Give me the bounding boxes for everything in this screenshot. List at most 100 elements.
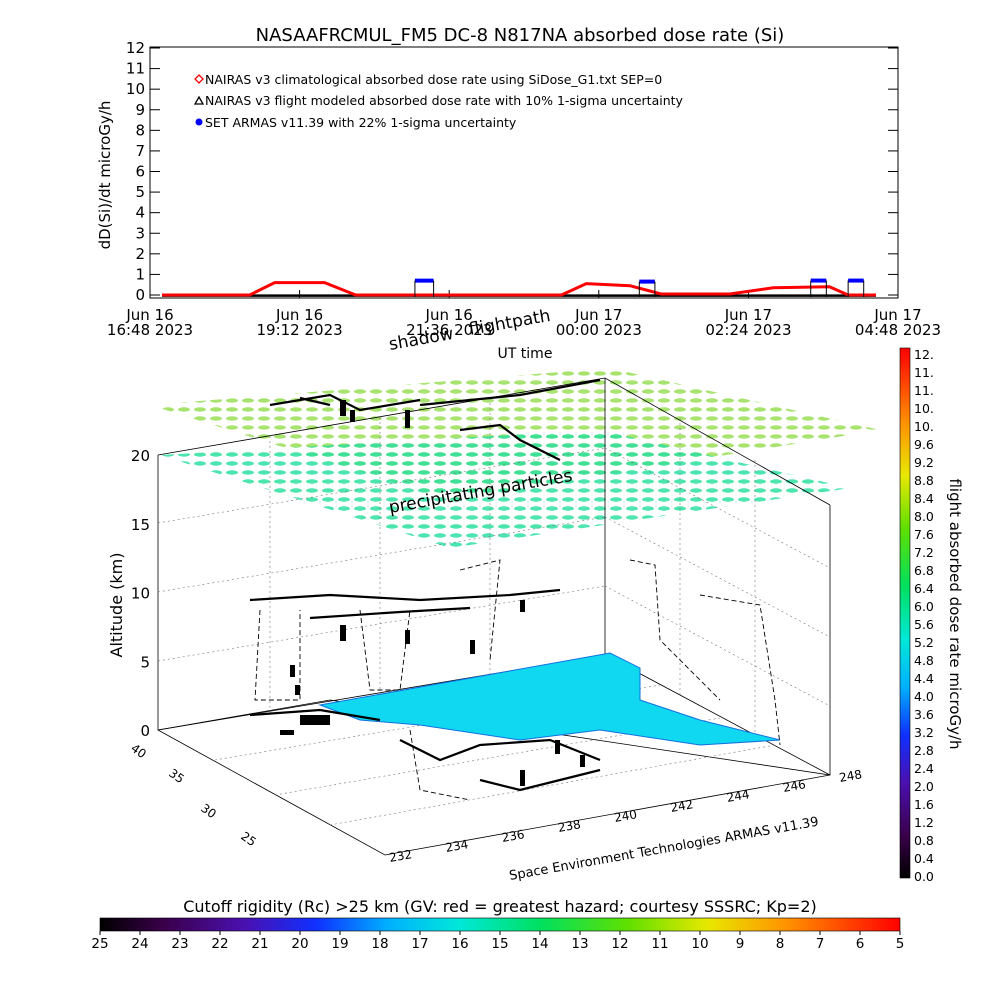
dose-colorbar-tick: 8.8 xyxy=(914,473,934,488)
dose-colorbar-tick: 2.8 xyxy=(914,743,934,758)
dose-colorbar-tick: 0.0 xyxy=(914,869,934,884)
dose-colorbar-tick: 7.6 xyxy=(914,527,934,542)
x-tick-label-date: Jun 16 xyxy=(425,306,473,324)
rigidity-tick-label: 12 xyxy=(611,936,628,952)
rigidity-tick-label: 9 xyxy=(736,936,745,952)
dose-colorbar-tick: 2.0 xyxy=(914,779,934,794)
x-tick-label-date: Jun 17 xyxy=(724,306,772,324)
rigidity-tick-label: 18 xyxy=(371,936,388,952)
y-tick-label: 8 xyxy=(135,121,145,139)
y-axis-label: dD(Si)/dt microGy/h xyxy=(96,101,114,250)
rigidity-tick-label: 21 xyxy=(251,936,268,952)
z-tick-label: 0 xyxy=(140,722,150,740)
dose-colorbar-tick: 10. xyxy=(914,401,934,416)
dose-colorbar-tick: 9.2 xyxy=(914,455,934,470)
rigidity-tick-label: 24 xyxy=(131,936,148,952)
rigidity-tick-label: 22 xyxy=(211,936,228,952)
longitude-tick-label: 244 xyxy=(726,787,751,805)
flight-path-lines xyxy=(249,378,601,792)
longitude-tick-label: 246 xyxy=(782,777,807,795)
dose-colorbar-tick: 4.4 xyxy=(914,671,934,686)
x-tick-label-date: Jun 16 xyxy=(125,306,173,324)
chart-title: NASAAFRCMUL_FM5 DC-8 N817NA absorbed dos… xyxy=(256,25,785,46)
latitude-tick-label: 30 xyxy=(198,801,219,821)
y-tick-label: 4 xyxy=(135,204,145,222)
y-tick-label: 12 xyxy=(126,39,145,57)
dose-colorbar-tick: 3.6 xyxy=(914,707,934,722)
dose-colorbar-ticks: 0.0 0.4 0.8 1.2 1.6 2.0 2.4 2.8 3.2 3.6 4.0 4.4 4.8 5… xyxy=(914,347,934,884)
triangle-marker-icon xyxy=(193,95,205,105)
legend-entry-nairas-climatological: NAIRAS v3 climatological absorbed dose r… xyxy=(194,72,662,87)
dose-colorbar-tick: 9.6 xyxy=(914,437,934,452)
x-tick-label-date: Jun 17 xyxy=(574,306,622,324)
series-layer xyxy=(162,278,876,297)
rigidity-tick-label: 5 xyxy=(896,936,905,952)
annotation-flightpath: flightpath xyxy=(467,306,552,340)
rigidity-colorbar xyxy=(99,917,901,932)
dose-colorbar-tick: 12. xyxy=(914,347,934,362)
dose-colorbar-tick: 0.8 xyxy=(914,833,934,848)
annotation-shadow: shadow xyxy=(387,324,455,355)
dose-colorbar-tick: 7.2 xyxy=(914,545,934,560)
rigidity-tick-label: 25 xyxy=(91,936,108,952)
longitude-tick-label: 248 xyxy=(838,767,863,785)
rigidity-tick-label: 19 xyxy=(331,936,348,952)
y-tick-label: 6 xyxy=(135,163,145,181)
dose-colorbar-tick: 1.2 xyxy=(914,815,934,830)
dose-colorbar-tick: 0.4 xyxy=(914,851,934,866)
rigidity-tick-label: 17 xyxy=(411,936,428,952)
legend-entry-nairas-flight: NAIRAS v3 flight modeled absorbed dose r… xyxy=(193,93,684,108)
dose-colorbar-tick: 8.4 xyxy=(914,491,934,506)
series-nairas-climatological-line xyxy=(162,281,876,297)
flight-shadow-region xyxy=(318,652,781,746)
z-axis-ticks: 0 5 10 15 20 xyxy=(131,447,150,740)
latitude-tick-label: 40 xyxy=(128,741,149,761)
dose-colorbar-tick: 3.2 xyxy=(914,725,934,740)
particle-layer-mid xyxy=(160,430,850,548)
rigidity-tick-label: 11 xyxy=(651,936,668,952)
dose-colorbar-tick: 1.6 xyxy=(914,797,934,812)
dose-colorbar-tick: 2.4 xyxy=(914,761,934,776)
longitude-tick-label: 236 xyxy=(501,827,526,845)
longitude-tick-label: 234 xyxy=(444,837,469,855)
dose-colorbar-tick: 11. xyxy=(914,383,934,398)
x-axis-label: UT time xyxy=(498,346,553,362)
dose-colorbar-tick: 6.0 xyxy=(914,599,934,614)
diamond-marker-icon xyxy=(194,74,204,84)
plot-frame xyxy=(149,46,899,299)
legend-label: NAIRAS v3 flight modeled absorbed dose r… xyxy=(205,93,684,108)
x-tick-label-date: Jun 16 xyxy=(275,306,323,324)
x-tick-label-time: 00:00 2023 xyxy=(556,321,642,339)
y-tick-label: 3 xyxy=(135,224,145,242)
box-grid xyxy=(157,377,831,856)
dose-colorbar-tick: 4.8 xyxy=(914,653,934,668)
x-tick-label-date: Jun 17 xyxy=(873,306,921,324)
flight-3d-panel: shadow flightpath precipitating particle… xyxy=(107,306,880,884)
rigidity-tick-label: 15 xyxy=(491,936,508,952)
dose-colorbar-tick: 5.6 xyxy=(914,617,934,632)
rigidity-tick-label: 20 xyxy=(291,936,308,952)
x-tick-label-time: 02:24 2023 xyxy=(705,321,791,339)
latitude-ticks: 25 30 35 40 xyxy=(128,741,259,849)
particle-layer-top xyxy=(150,368,880,500)
z-tick-label: 10 xyxy=(131,585,150,603)
y-tick-label: 5 xyxy=(135,183,145,201)
y-tick-label: 2 xyxy=(135,245,145,263)
latitude-tick-label: 35 xyxy=(166,766,187,786)
dose-colorbar-tick: 8.0 xyxy=(914,509,934,524)
flight-path-dashed xyxy=(254,559,781,801)
rigidity-tick-label: 8 xyxy=(776,936,785,952)
z-tick-label: 20 xyxy=(131,447,150,465)
dose-colorbar-tick: 6.8 xyxy=(914,563,934,578)
longitude-tick-label: 232 xyxy=(388,847,413,865)
latitude-tick-label: 25 xyxy=(238,829,259,849)
longitude-ticks: 232 234 236 238 240 242 244 246 248 xyxy=(388,767,863,865)
x-tick-label-time: 16:48 2023 xyxy=(107,321,193,339)
x-tick-label-time: 04:48 2023 xyxy=(855,321,941,339)
dose-colorbar-tick: 6.4 xyxy=(914,581,934,596)
rigidity-tick-label: 16 xyxy=(451,936,468,952)
x-tick-label-time: 19:12 2023 xyxy=(257,321,343,339)
